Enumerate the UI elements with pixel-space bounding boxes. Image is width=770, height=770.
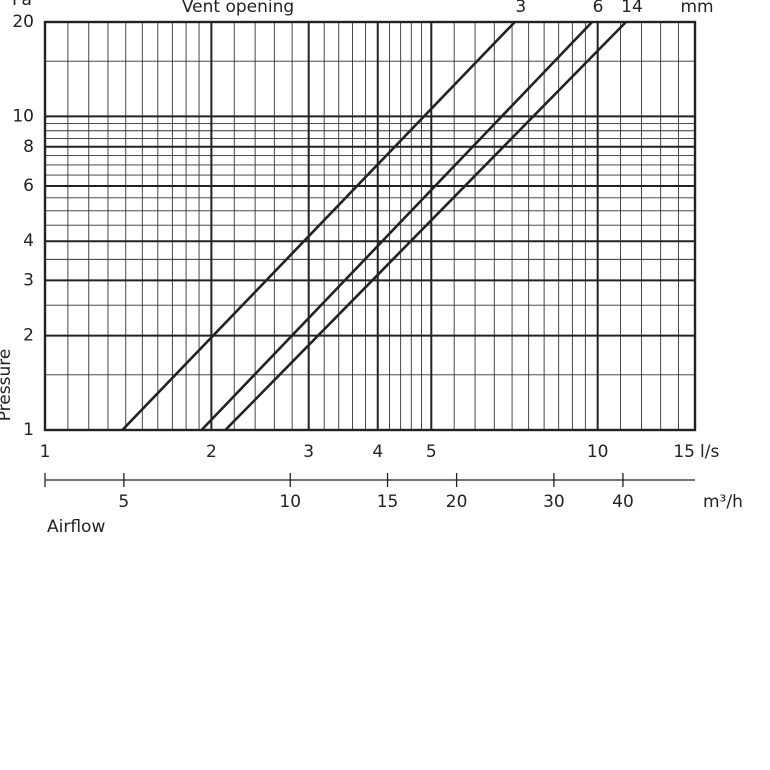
y-tick-label: 8 <box>23 137 34 157</box>
x-tick-label: 10 <box>587 442 609 462</box>
series-unit: mm <box>680 0 713 17</box>
x-tick-label: 1 <box>40 442 51 462</box>
x2-tick-label: 40 <box>612 492 634 512</box>
x2-tick-label: 20 <box>446 492 468 512</box>
x2-unit: m³/h <box>703 492 743 512</box>
y-tick-label: 2 <box>23 326 34 346</box>
y-tick-label: 4 <box>23 231 34 251</box>
y-label: Pressure <box>0 349 15 422</box>
x-label: Airflow <box>47 517 105 537</box>
x2-tick-label: 30 <box>543 492 565 512</box>
x2-tick-label: 10 <box>279 492 301 512</box>
x2-tick-label: 15 <box>377 492 399 512</box>
series-label: 14 <box>621 0 643 17</box>
x-tick-label: 3 <box>303 442 314 462</box>
x-tick-label: 2 <box>206 442 217 462</box>
chart-title: Vent opening <box>182 0 294 17</box>
series-label: 3 <box>515 0 526 17</box>
series-line <box>224 21 627 431</box>
series-line <box>200 21 594 431</box>
series-label: 6 <box>593 0 604 17</box>
x-tick-label: 15 <box>673 442 695 462</box>
y-tick-label: 10 <box>12 106 34 126</box>
series-line <box>121 21 516 431</box>
y-tick-label: 3 <box>23 270 34 290</box>
plot-frame <box>43 20 697 432</box>
x2-tick-label: 5 <box>118 492 129 512</box>
x-unit: l/s <box>700 442 719 462</box>
y-unit: Pa <box>12 0 32 10</box>
y-tick-label: 20 <box>12 12 34 32</box>
y-tick-label: 6 <box>23 176 34 196</box>
y-tick-label: 1 <box>23 420 34 440</box>
x-tick-label: 4 <box>372 442 383 462</box>
x-tick-label: 5 <box>426 442 437 462</box>
